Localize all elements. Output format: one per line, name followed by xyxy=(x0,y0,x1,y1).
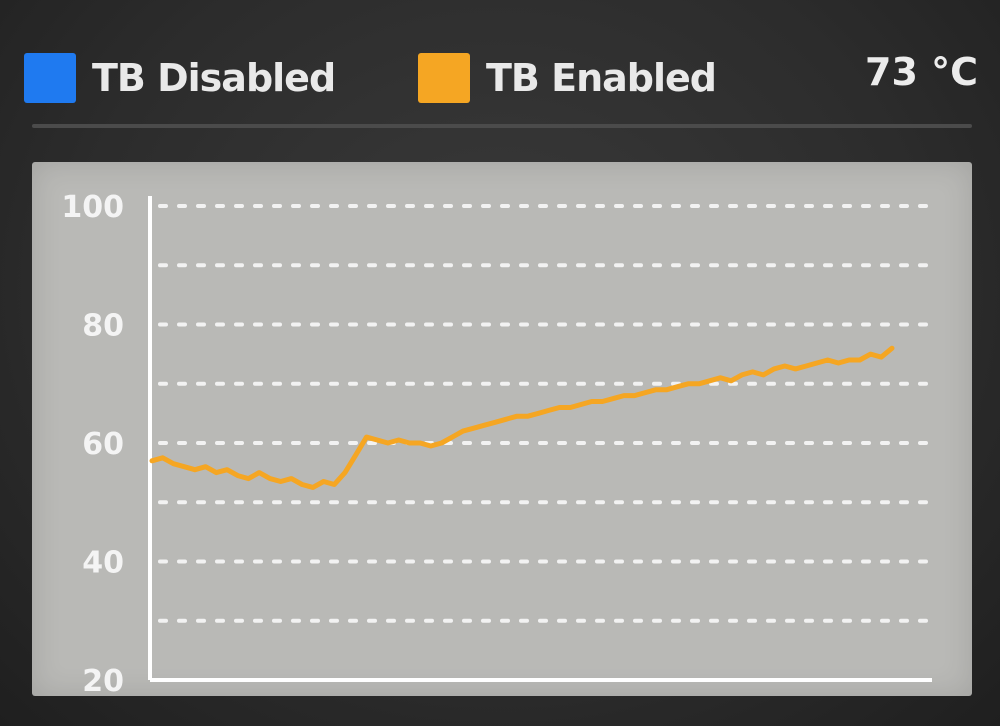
series-line-tb-enabled xyxy=(149,345,895,490)
temperature-chart: 20 40 60 80 100 xyxy=(61,190,934,696)
temperature-readout: 73 °C xyxy=(865,50,978,94)
legend-item-tb-disabled[interactable]: TB Disabled xyxy=(24,50,336,106)
chart-area: 20 40 60 80 100 xyxy=(32,162,972,696)
y-tick-label-80: 80 xyxy=(82,309,124,344)
y-tick-label-100: 100 xyxy=(61,190,124,225)
y-tick-label-60: 60 xyxy=(82,427,124,462)
divider xyxy=(32,124,972,128)
legend-item-tb-enabled[interactable]: TB Enabled xyxy=(418,50,717,106)
y-tick-label-40: 40 xyxy=(82,546,124,581)
y-tick-label-20: 20 xyxy=(82,664,124,696)
legend-swatch-tb-disabled xyxy=(24,53,76,103)
legend-label-tb-enabled: TB Enabled xyxy=(486,56,717,100)
legend-label-tb-disabled: TB Disabled xyxy=(92,56,336,100)
legend-swatch-tb-enabled xyxy=(418,53,470,103)
legend: TB Disabled TB Enabled xyxy=(24,50,984,110)
